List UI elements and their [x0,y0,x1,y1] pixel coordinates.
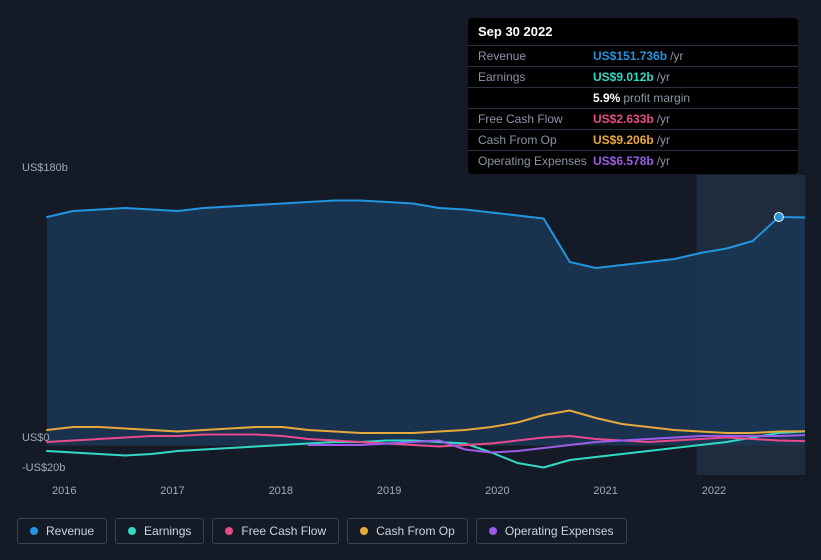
tooltip-row-label: Operating Expenses [478,154,593,168]
tooltip-row-label: Cash From Op [478,133,593,147]
tooltip-cfo: Cash From OpUS$9.206b/yr [468,130,798,151]
x-tick-label: 2019 [377,485,401,497]
tooltip-row-value: US$6.578b [593,154,654,168]
opex-color-dot [489,527,497,535]
legend-label: Cash From Op [376,524,455,538]
legend-label: Free Cash Flow [241,524,326,538]
legend-item-opex[interactable]: Operating Expenses [476,518,627,544]
legend-label: Revenue [46,524,94,538]
tooltip-row-unit: /yr [657,133,670,147]
y-tick-label: US$0 [22,432,50,444]
tooltip-row-label: Revenue [478,49,593,63]
tooltip-margin: 5.9%profit margin [468,88,798,109]
fcf-color-dot [225,527,233,535]
chart-legend: Revenue Earnings Free Cash Flow Cash From O… [17,518,627,544]
tooltip-row-label: Free Cash Flow [478,112,593,126]
tooltip-fcf: Free Cash FlowUS$2.633b/yr [468,109,798,130]
revenue-color-dot [30,527,38,535]
chart-tooltip: Sep 30 2022 RevenueUS$151.736b/yrEarning… [468,18,798,174]
financials-chart[interactable] [17,175,805,475]
hover-marker [774,213,783,222]
tooltip-row-value: US$151.736b [593,49,667,63]
x-tick-label: 2017 [160,485,184,497]
tooltip-row-value: US$2.633b [593,112,654,126]
earnings-color-dot [128,527,136,535]
y-tick-label: -US$20b [22,462,65,474]
legend-item-earnings[interactable]: Earnings [115,518,204,544]
x-tick-label: 2016 [52,485,76,497]
y-tick-label: US$180b [22,162,68,174]
x-tick-label: 2021 [593,485,617,497]
tooltip-revenue: RevenueUS$151.736b/yr [468,46,798,67]
x-tick-label: 2020 [485,485,509,497]
tooltip-row-unit: profit margin [623,91,690,105]
tooltip-row-value: US$9.206b [593,133,654,147]
legend-item-cfo[interactable]: Cash From Op [347,518,468,544]
tooltip-row-value: US$9.012b [593,70,654,84]
tooltip-row-unit: /yr [670,49,683,63]
tooltip-date: Sep 30 2022 [468,18,798,46]
area-revenue [47,201,805,446]
x-tick-label: 2018 [269,485,293,497]
legend-item-revenue[interactable]: Revenue [17,518,107,544]
tooltip-row-value: 5.9% [593,91,620,105]
tooltip-row-unit: /yr [657,70,670,84]
tooltip-row-label: Earnings [478,70,593,84]
tooltip-row-unit: /yr [657,112,670,126]
cfo-color-dot [360,527,368,535]
legend-item-fcf[interactable]: Free Cash Flow [212,518,339,544]
tooltip-opex: Operating ExpensesUS$6.578b/yr [468,151,798,174]
tooltip-earnings: EarningsUS$9.012b/yr [468,67,798,88]
x-tick-label: 2022 [702,485,726,497]
tooltip-row-unit: /yr [657,154,670,168]
legend-label: Operating Expenses [505,524,614,538]
legend-label: Earnings [144,524,191,538]
